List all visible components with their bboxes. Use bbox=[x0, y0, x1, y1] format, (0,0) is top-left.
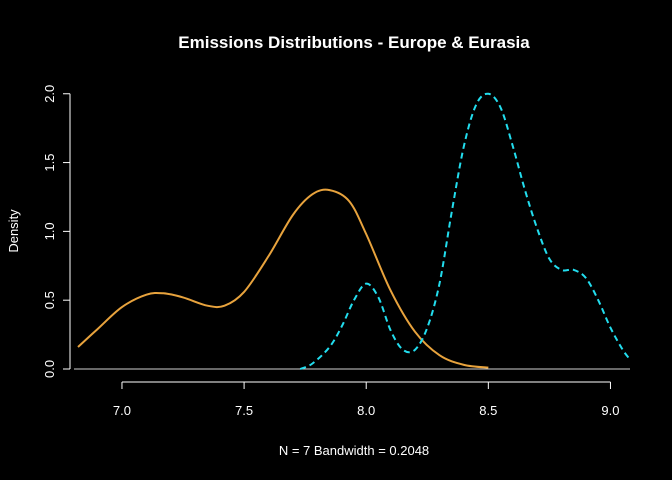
x-tick-label: 8.0 bbox=[357, 403, 375, 418]
y-tick-label: 1.5 bbox=[42, 154, 57, 172]
density-curve-solid bbox=[77, 188, 489, 369]
chart-title: Emissions Distributions - Europe & Euras… bbox=[178, 33, 530, 52]
x-tick-label: 7.5 bbox=[235, 403, 253, 418]
density-curve-dashed bbox=[299, 92, 631, 370]
x-axis-label: N = 7 Bandwidth = 0.2048 bbox=[279, 443, 429, 458]
y-tick-label: 2.0 bbox=[42, 85, 57, 103]
y-tick-label: 1.0 bbox=[42, 222, 57, 240]
y-tick-label: 0.5 bbox=[42, 291, 57, 309]
axes: 7.0 7.5 8.0 8.5 9.0 0.0 0.5 1.0 1.5 2.0 bbox=[42, 85, 619, 418]
y-tick-label: 0.0 bbox=[42, 360, 57, 378]
x-tick-label: 7.0 bbox=[113, 403, 131, 418]
x-tick-label: 9.0 bbox=[601, 403, 619, 418]
y-axis-label: Density bbox=[6, 209, 21, 253]
x-tick-label: 8.5 bbox=[479, 403, 497, 418]
plot-area bbox=[74, 92, 631, 370]
